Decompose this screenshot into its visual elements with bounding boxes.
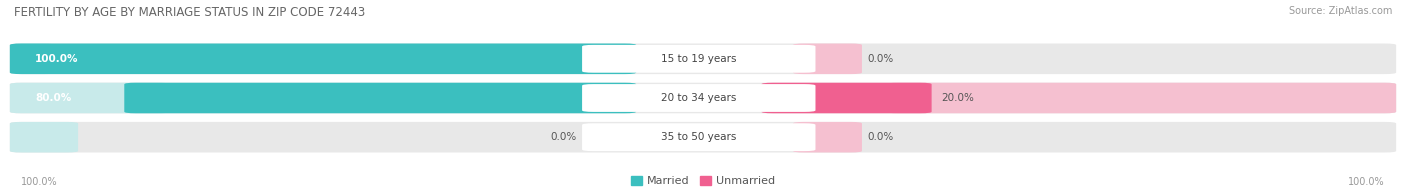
Text: 100.0%: 100.0% <box>21 177 58 187</box>
Text: FERTILITY BY AGE BY MARRIAGE STATUS IN ZIP CODE 72443: FERTILITY BY AGE BY MARRIAGE STATUS IN Z… <box>14 6 366 19</box>
Text: 100.0%: 100.0% <box>35 54 79 64</box>
Legend: Married, Unmarried: Married, Unmarried <box>627 171 779 191</box>
Text: 20.0%: 20.0% <box>942 93 974 103</box>
FancyBboxPatch shape <box>10 83 169 113</box>
FancyBboxPatch shape <box>10 44 637 74</box>
FancyBboxPatch shape <box>10 44 55 74</box>
Text: 0.0%: 0.0% <box>868 132 894 142</box>
Text: Source: ZipAtlas.com: Source: ZipAtlas.com <box>1288 6 1392 16</box>
Text: 100.0%: 100.0% <box>1348 177 1385 187</box>
Text: 20 to 34 years: 20 to 34 years <box>661 93 737 103</box>
FancyBboxPatch shape <box>793 44 862 74</box>
Text: 0.0%: 0.0% <box>550 132 576 142</box>
FancyBboxPatch shape <box>793 122 862 152</box>
Text: 35 to 50 years: 35 to 50 years <box>661 132 737 142</box>
FancyBboxPatch shape <box>10 122 79 152</box>
Text: 0.0%: 0.0% <box>868 54 894 64</box>
FancyBboxPatch shape <box>762 83 932 113</box>
FancyBboxPatch shape <box>582 84 815 112</box>
FancyBboxPatch shape <box>582 123 815 151</box>
FancyBboxPatch shape <box>124 83 637 113</box>
FancyBboxPatch shape <box>10 44 1396 74</box>
Text: 80.0%: 80.0% <box>35 93 72 103</box>
FancyBboxPatch shape <box>10 122 1396 152</box>
FancyBboxPatch shape <box>887 83 1396 113</box>
Text: 15 to 19 years: 15 to 19 years <box>661 54 737 64</box>
FancyBboxPatch shape <box>10 83 1396 113</box>
FancyBboxPatch shape <box>582 45 815 73</box>
